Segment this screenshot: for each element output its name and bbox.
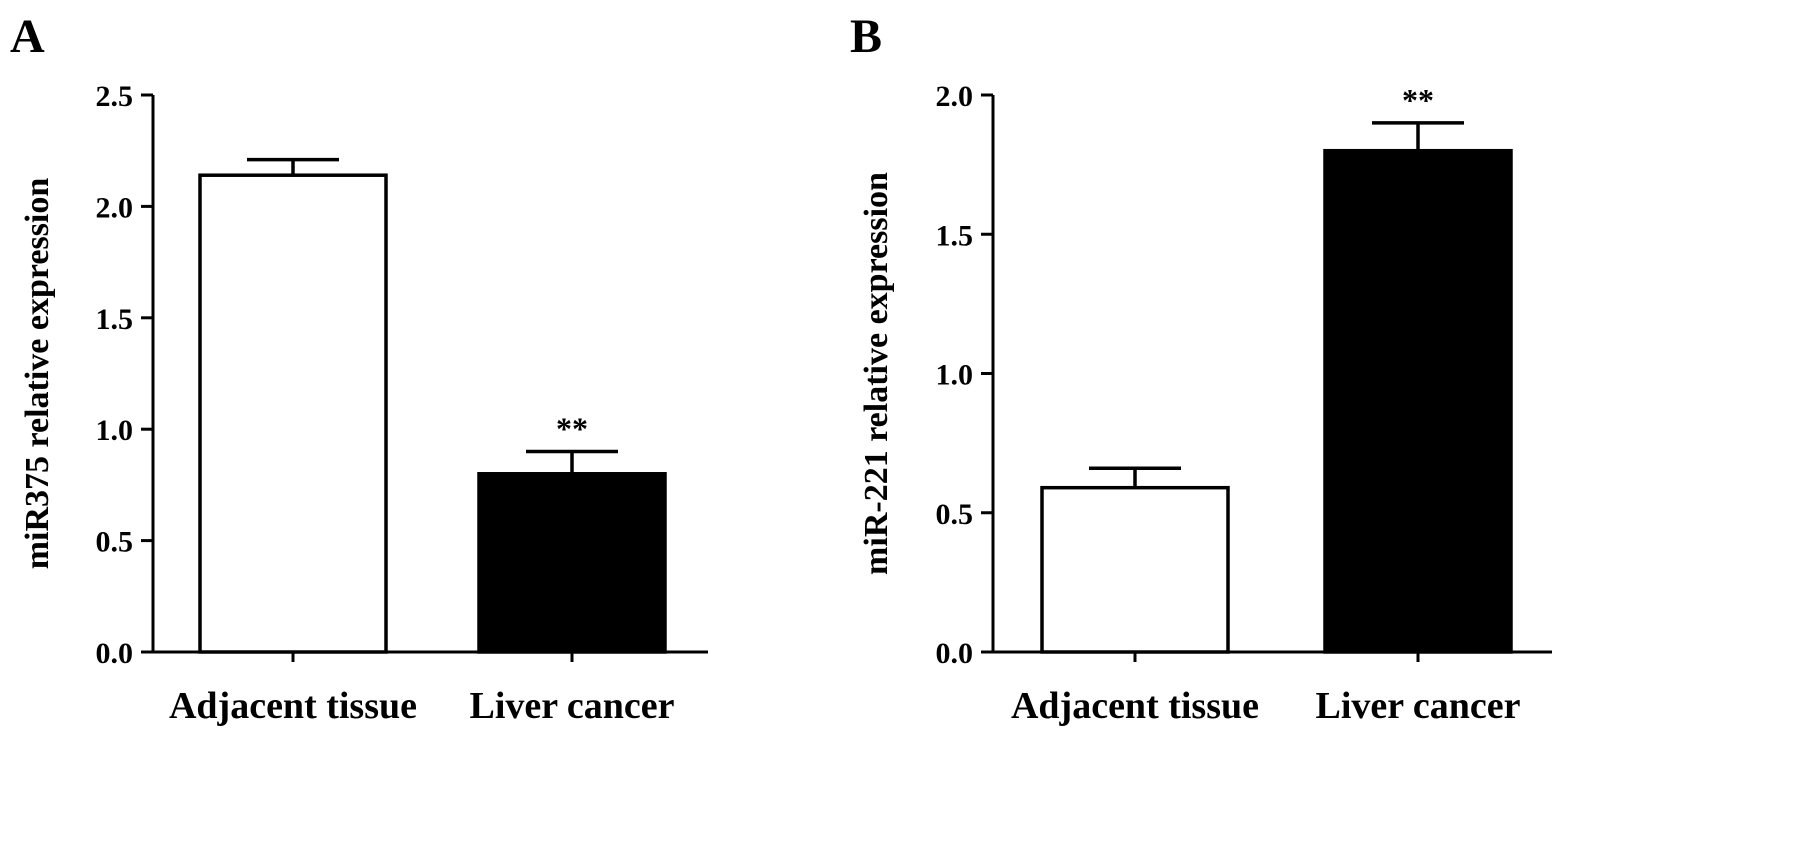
bar-0 bbox=[198, 173, 388, 654]
y-tick-label: 1.0 bbox=[936, 359, 974, 392]
y-axis-title: miR-221 relative expression bbox=[858, 172, 895, 575]
y-axis-title: miR375 relative expression bbox=[19, 178, 56, 570]
category-label: Liver cancer bbox=[1315, 685, 1520, 727]
y-tick-label: 0.0 bbox=[936, 637, 974, 670]
category-label: Liver cancer bbox=[469, 685, 674, 727]
y-tick-label: 1.0 bbox=[96, 414, 134, 447]
chart-panel-a: A 0.0 0.5 1.0 1.5 2.0 2.5 miR375 relative expre… bbox=[10, 10, 708, 727]
y-tick-label: 0.5 bbox=[96, 526, 134, 559]
chart-panel-b: B 0.0 0.5 1.0 1.5 2.0 miR-221 relative express… bbox=[850, 10, 1552, 727]
category-label: Adjacent tissue bbox=[169, 685, 417, 727]
category-label: Adjacent tissue bbox=[1011, 685, 1259, 727]
y-tick-label: 1.5 bbox=[96, 303, 134, 336]
y-tick-label: 2.5 bbox=[96, 80, 134, 113]
bar-1 bbox=[1323, 148, 1513, 654]
bar-0 bbox=[1040, 485, 1230, 654]
y-tick-label: 1.5 bbox=[936, 219, 974, 252]
significance-label: ** bbox=[556, 410, 588, 446]
significance-label: ** bbox=[1402, 82, 1434, 118]
panel-label: B bbox=[850, 10, 882, 63]
panel-label: A bbox=[10, 10, 45, 63]
y-tick-label: 0.5 bbox=[936, 498, 974, 531]
y-tick-label: 2.0 bbox=[936, 80, 974, 113]
y-tick-label: 0.0 bbox=[96, 637, 134, 670]
y-tick-label: 2.0 bbox=[96, 191, 134, 224]
bar-1 bbox=[477, 472, 667, 654]
